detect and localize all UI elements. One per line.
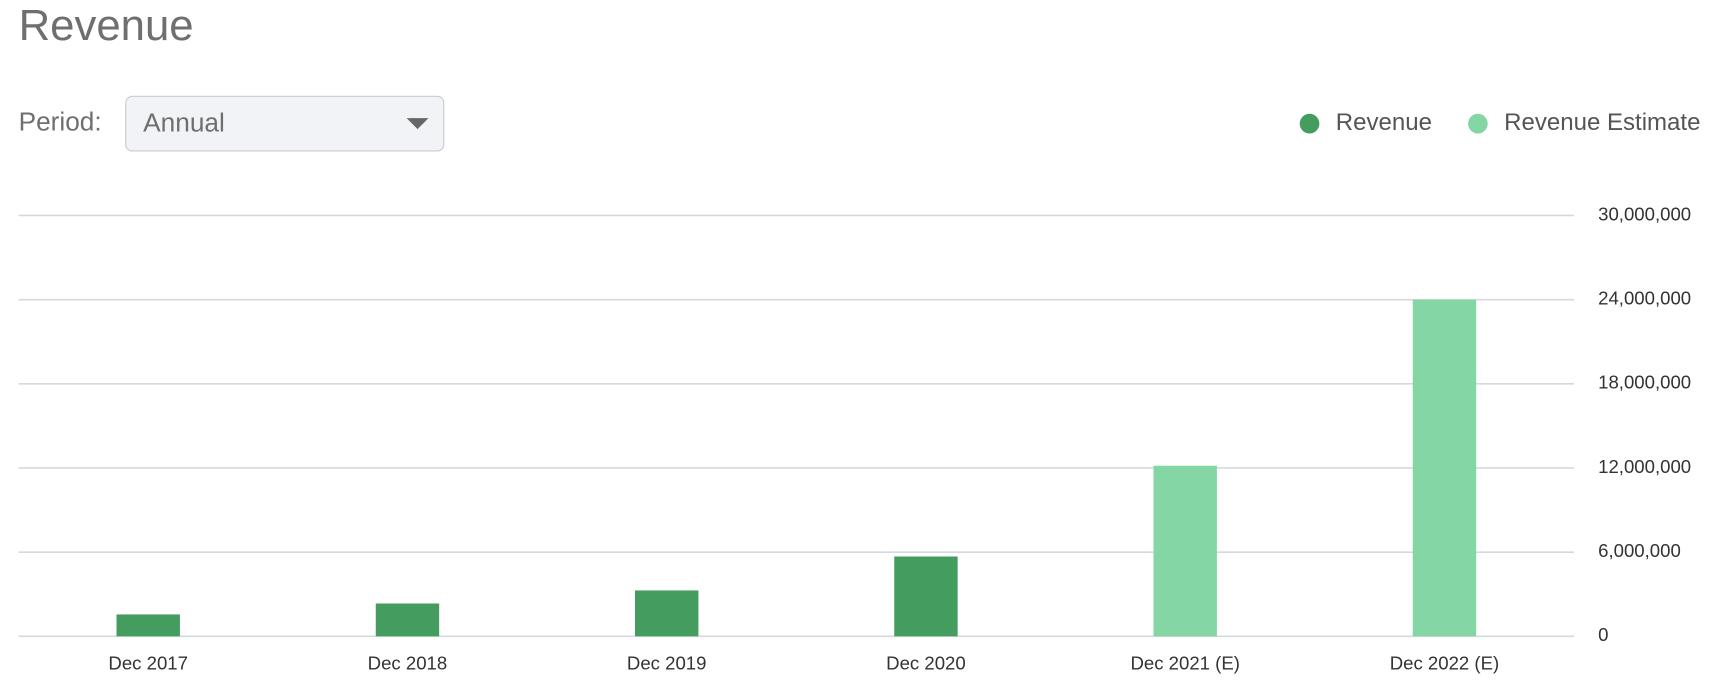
- bar: [635, 590, 699, 637]
- dropdown-arrow[interactable]: [406, 118, 429, 130]
- y-tick-label: 0: [1598, 624, 1608, 645]
- dropdown-box[interactable]: [125, 95, 445, 152]
- y-tick-label: 12,000,000: [1598, 456, 1691, 477]
- period-dropdown[interactable]: Annual: [125, 95, 445, 152]
- legend-label: Revenue Estimate: [1504, 109, 1700, 136]
- bar: [894, 556, 958, 637]
- legend-marker: [1468, 113, 1488, 134]
- x-tick-label: Dec 2020: [886, 653, 966, 674]
- legend-marker: [1299, 113, 1320, 134]
- y-tick-label: 30,000,000: [1598, 203, 1691, 224]
- y-tick-label: 18,000,000: [1598, 372, 1691, 393]
- y-tick-label: 6,000,000: [1598, 540, 1681, 561]
- bar: [375, 603, 440, 637]
- bar: [116, 614, 180, 637]
- period-label: Period:: [19, 107, 102, 137]
- x-tick-label: Dec 2019: [627, 653, 707, 674]
- legend-label: Revenue: [1336, 109, 1432, 136]
- chart-title: Revenue: [19, 1, 194, 50]
- x-tick-label: Dec 2022 (E): [1390, 653, 1499, 674]
- bar: [1412, 299, 1477, 637]
- dropdown-value[interactable]: Annual: [143, 108, 225, 138]
- x-tick-label: Dec 2018: [368, 653, 448, 674]
- x-tick-label: Dec 2021 (E): [1130, 653, 1239, 674]
- x-tick-label: Dec 2017: [108, 653, 188, 674]
- bar: [1153, 465, 1217, 637]
- y-tick-label: 24,000,000: [1598, 288, 1691, 309]
